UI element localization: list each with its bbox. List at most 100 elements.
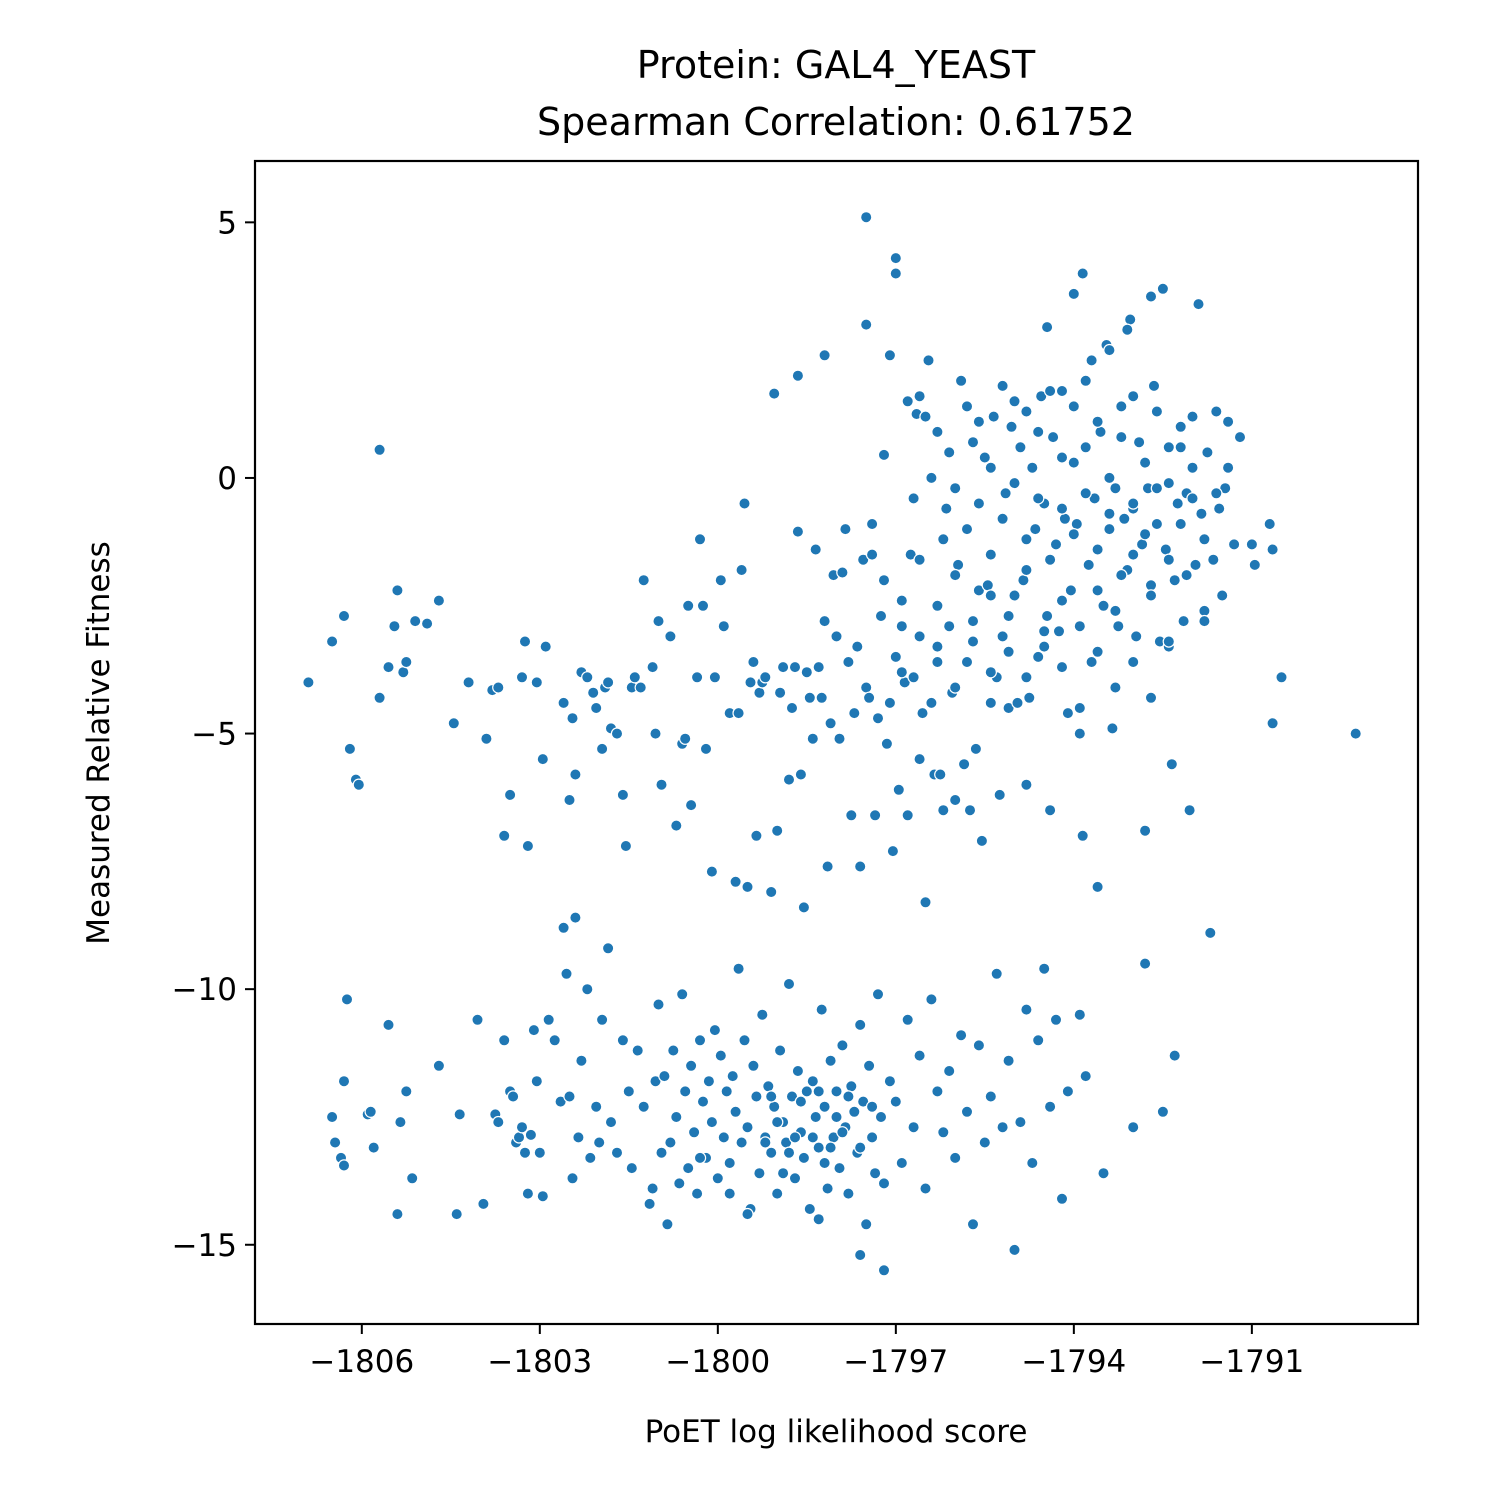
data-point — [860, 210, 873, 224]
data-point — [714, 1049, 728, 1062]
data-point — [978, 1136, 992, 1149]
data-point — [845, 1080, 858, 1093]
data-point — [690, 671, 704, 684]
data-point — [575, 1054, 588, 1067]
data-point — [1192, 297, 1205, 311]
data-point — [785, 701, 799, 715]
data-point — [981, 579, 995, 592]
data-point — [512, 1131, 526, 1144]
data-point — [972, 415, 986, 428]
data-point — [860, 1218, 873, 1231]
data-point — [1275, 671, 1288, 684]
data-point — [851, 640, 864, 653]
data-point — [1091, 645, 1104, 659]
y-tick-label: −10 — [172, 972, 237, 1008]
data-point — [1183, 804, 1196, 817]
data-point — [791, 525, 805, 538]
data-point — [984, 548, 998, 561]
data-point — [978, 451, 992, 464]
data-point — [1186, 461, 1199, 474]
data-point — [895, 666, 909, 679]
data-point — [1049, 538, 1063, 551]
data-point — [747, 1059, 760, 1073]
data-point — [328, 1136, 342, 1149]
data-point — [791, 369, 805, 382]
data-point — [984, 461, 998, 474]
data-point — [1126, 548, 1140, 561]
data-point — [815, 691, 828, 705]
data-point — [883, 696, 897, 710]
data-point — [521, 1187, 535, 1200]
data-point — [658, 1069, 671, 1083]
data-point — [860, 318, 873, 331]
data-point — [1055, 451, 1069, 464]
data-point — [765, 1146, 778, 1159]
data-point — [670, 819, 683, 832]
data-point — [337, 609, 351, 623]
y-axis-label: Measured Relative Fitness — [81, 541, 117, 945]
data-point — [741, 880, 754, 894]
data-point — [949, 1151, 962, 1165]
data-point — [601, 942, 615, 955]
data-point — [1168, 1049, 1181, 1062]
data-point — [1002, 609, 1015, 623]
data-point — [1040, 320, 1054, 334]
data-point — [373, 443, 386, 456]
data-point — [337, 1074, 351, 1088]
data-point — [922, 354, 935, 367]
data-point — [477, 1197, 490, 1211]
data-point — [1180, 568, 1193, 582]
data-point — [655, 1146, 668, 1159]
data-point — [1144, 290, 1158, 303]
data-point — [1195, 507, 1208, 520]
data-point — [1186, 492, 1199, 505]
data-point — [957, 758, 971, 771]
data-point — [913, 1049, 926, 1062]
data-point — [836, 1126, 849, 1139]
data-point — [337, 1159, 351, 1172]
data-point — [773, 686, 787, 699]
data-point — [364, 1105, 377, 1119]
data-point — [634, 681, 647, 694]
data-point — [919, 896, 932, 909]
data-point — [972, 1039, 986, 1052]
data-point — [966, 1218, 980, 1231]
data-point — [1126, 1120, 1140, 1134]
data-point — [637, 574, 650, 587]
data-point — [661, 1218, 674, 1231]
data-point — [631, 1044, 644, 1057]
data-point — [954, 1028, 968, 1042]
data-point — [1017, 574, 1030, 587]
data-point — [655, 778, 668, 791]
data-point — [913, 553, 926, 566]
data-point — [937, 804, 950, 817]
data-point — [711, 1172, 725, 1185]
data-point — [450, 1207, 463, 1221]
data-point — [771, 1187, 784, 1200]
data-point — [916, 706, 929, 720]
data-point — [1026, 461, 1039, 474]
data-point — [717, 620, 731, 633]
data-point — [1079, 487, 1092, 500]
data-point — [1144, 691, 1158, 705]
data-point — [901, 1013, 914, 1027]
data-point — [889, 650, 903, 664]
data-point — [833, 732, 846, 745]
data-point — [907, 492, 920, 505]
data-point — [839, 522, 852, 536]
data-point — [860, 681, 873, 694]
data-point — [569, 768, 582, 781]
data-point — [871, 988, 885, 1001]
data-point — [1020, 778, 1033, 791]
data-point — [572, 1131, 585, 1144]
data-point — [714, 574, 728, 587]
data-point — [803, 1202, 817, 1216]
data-point — [836, 566, 849, 579]
data-point — [821, 860, 834, 873]
data-point — [1162, 441, 1176, 454]
data-point — [693, 533, 707, 546]
data-point — [1091, 880, 1104, 894]
data-point — [652, 998, 665, 1011]
data-point — [913, 752, 926, 766]
data-point — [806, 732, 820, 745]
